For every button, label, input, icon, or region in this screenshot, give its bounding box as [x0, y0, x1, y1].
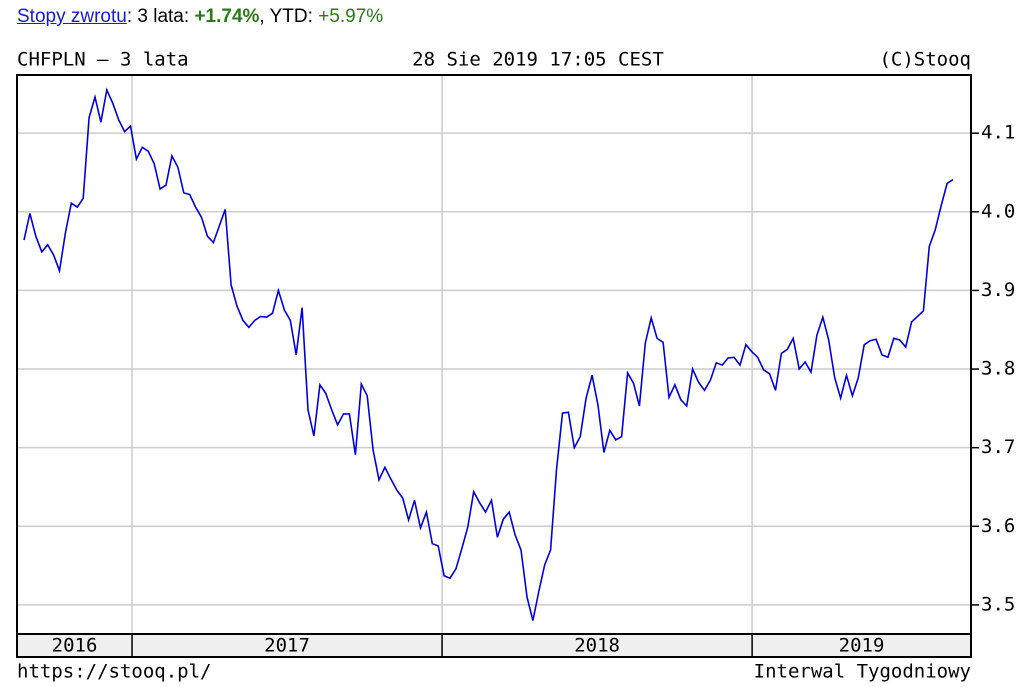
year-label: 2017 — [264, 635, 310, 657]
y-tick-label: 3.9 — [981, 279, 1015, 301]
y-tick-label: 3.7 — [981, 436, 1015, 458]
period-label: : 3 lata: — [126, 6, 195, 27]
footer-right: Interwal Tygodniowy — [754, 661, 971, 683]
year-label: 2016 — [52, 635, 98, 657]
footer-left: https://stooq.pl/ — [17, 661, 211, 683]
chart-subtitle: 28 Sie 2019 17:05 CEST — [412, 49, 664, 71]
price-line — [23, 87, 954, 621]
ytd-return: +5.97% — [318, 6, 384, 27]
plot-frame — [16, 74, 972, 658]
y-tick-label: 3.8 — [981, 358, 1015, 380]
chart-title: CHFPLN – 3 lata — [17, 49, 189, 71]
credit: (C)Stooq — [879, 49, 971, 71]
ytd-label: , YTD: — [259, 6, 319, 27]
year-strip — [17, 634, 971, 657]
year-label: 2019 — [839, 635, 885, 657]
y-tick-label: 4.1 — [981, 122, 1015, 144]
returns-line: Stopy zwrotu: 3 lata: +1.74%, YTD: +5.97… — [17, 6, 383, 28]
year-label: 2018 — [574, 635, 620, 657]
y-tick-label: 3.6 — [981, 515, 1015, 537]
period-return: +1.74% — [194, 6, 260, 27]
returns-link[interactable]: Stopy zwrotu — [17, 6, 127, 27]
y-tick-label: 4.0 — [981, 200, 1015, 222]
y-tick-label: 3.5 — [981, 593, 1015, 615]
